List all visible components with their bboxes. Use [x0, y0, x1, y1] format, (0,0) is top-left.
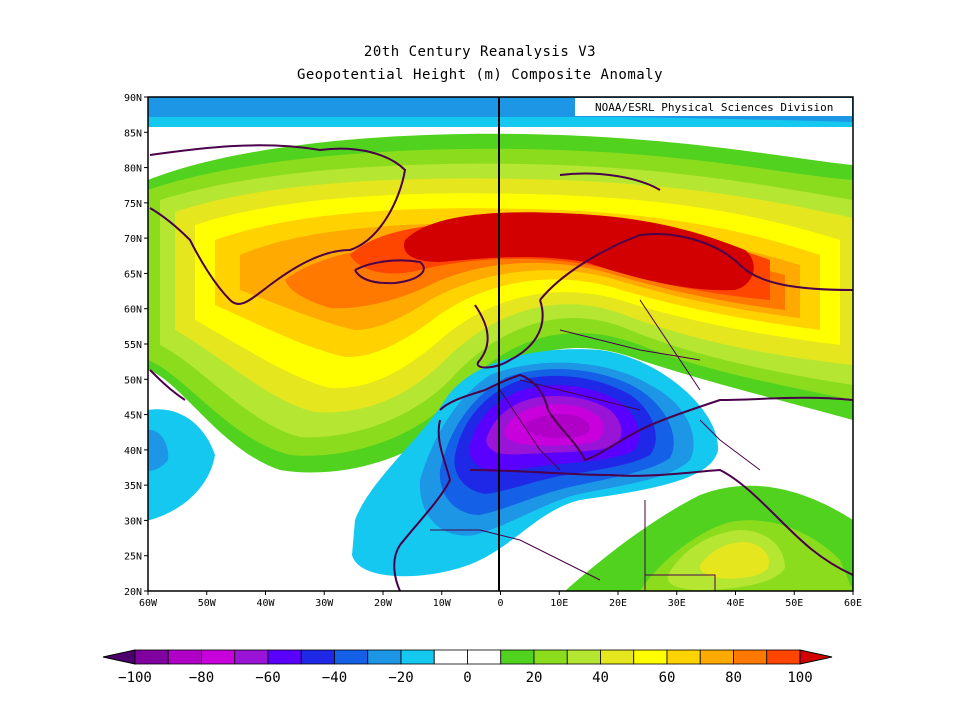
colorbar-tick-label: 100: [787, 670, 812, 686]
colorbar-tick-label: 20: [526, 670, 543, 686]
lon-tick-label: 30W: [315, 598, 334, 609]
lon-tick-label: 20W: [374, 598, 393, 609]
lat-tick-label: 50N: [124, 375, 142, 386]
greenland-coast: [149, 144, 407, 305]
colorbar-tick-label: −80: [189, 670, 214, 686]
colorbar-tick-label: −40: [322, 670, 347, 686]
north-africa-coast: [469, 468, 853, 576]
colorbar-swatch: [633, 649, 668, 665]
lon-tick-label: 10W: [433, 598, 452, 609]
colorbar-swatch: [367, 649, 402, 665]
lon-tick-label: 30E: [668, 598, 686, 609]
colorbar-swatch: [766, 649, 801, 665]
anomaly-fill-layer: [148, 97, 853, 591]
colorbar: [102, 649, 833, 665]
colorbar-swatch: [733, 649, 768, 665]
lon-tick-label: 40W: [256, 598, 275, 609]
chart-subtitle: Geopotential Height (m) Composite Anomal…: [296, 67, 664, 83]
colorbar-swatch: [433, 649, 468, 665]
north-america-coast: [149, 369, 186, 401]
colorbar-tick-label: 0: [463, 670, 471, 686]
colorbar-swatch: [500, 649, 535, 665]
lon-tick-label: 0: [497, 598, 503, 609]
lat-tick-label: 85N: [124, 128, 142, 139]
colorbar-swatch: [134, 649, 169, 665]
colorbar-tick-label: −60: [255, 670, 280, 686]
colorbar-tick-label: 40: [592, 670, 609, 686]
lat-tick-label: 20N: [124, 587, 142, 598]
lat-tick-label: 60N: [124, 305, 142, 316]
colorbar-tick-label: −20: [388, 670, 413, 686]
lat-tick-label: 25N: [124, 552, 142, 563]
lon-tick-label: 50E: [785, 598, 803, 609]
coastlines: [149, 144, 853, 591]
lat-tick-label: 40N: [124, 446, 142, 457]
lon-tick-label: 60W: [139, 598, 158, 609]
iberia-africa-west-coast: [393, 419, 452, 591]
lon-tick-label: 10E: [550, 598, 568, 609]
colorbar-swatch: [300, 649, 335, 665]
svalbard-coast: [559, 172, 661, 191]
europe-coast: [439, 373, 853, 462]
lon-tick-label: 40E: [726, 598, 744, 609]
lat-tick-label: 70N: [124, 234, 142, 245]
iceland-coast: [354, 259, 425, 285]
colorbar-swatch: [699, 649, 734, 665]
colorbar-swatch: [467, 649, 502, 665]
colorbar-swatch: [533, 649, 568, 665]
lon-tick-label: 20E: [609, 598, 627, 609]
colorbar-swatch: [666, 649, 701, 665]
credit-text: NOAA/ESRL Physical Sciences Division: [595, 101, 833, 114]
lon-tick-label: 50W: [198, 598, 217, 609]
lat-tick-label: 30N: [124, 516, 142, 527]
lat-tick-label: 65N: [124, 269, 142, 280]
colorbar-max-arrow: [799, 649, 833, 665]
lat-tick-label: 80N: [124, 164, 142, 175]
colorbar-swatch: [334, 649, 369, 665]
lat-tick-label: 45N: [124, 411, 142, 422]
colorbar-swatch: [400, 649, 435, 665]
colorbar-tick-label: 60: [659, 670, 676, 686]
colorbar-labels: −100 −80 −60 −40 −20 0 20 40 60 80 100: [118, 670, 813, 686]
colorbar-tick-label: 80: [725, 670, 742, 686]
credit-box: NOAA/ESRL Physical Sciences Division: [575, 98, 852, 116]
chart-title: 20th Century Reanalysis V3: [363, 44, 597, 60]
colorbar-tick-label: −100: [118, 670, 152, 686]
colorbar-swatch: [167, 649, 202, 665]
lon-tick-label: 60E: [844, 598, 862, 609]
colorbar-swatch: [234, 649, 269, 665]
colorbar-swatch: [600, 649, 635, 665]
lat-tick-label: 55N: [124, 340, 142, 351]
longitude-axis: 60W 50W 40W 30W 20W 10W 0 10E 20E 30E 40E 50E 60E: [139, 591, 862, 609]
lat-tick-label: 90N: [124, 93, 142, 104]
colorbar-swatch: [201, 649, 236, 665]
lat-tick-label: 75N: [124, 199, 142, 210]
west-atlantic-negative-anomaly: [148, 409, 215, 520]
political-borders: [430, 299, 761, 591]
colorbar-swatch: [566, 649, 601, 665]
ridge-positive-anomaly: [148, 133, 853, 473]
lat-tick-label: 35N: [124, 481, 142, 492]
latitude-axis: 90N 85N 80N 75N 70N 65N 60N 55N 50N 45N 40N 35N 30N 2…: [124, 93, 148, 598]
colorbar-min-arrow: [102, 649, 136, 665]
scandinavia-coast: [539, 233, 853, 301]
colorbar-swatch: [267, 649, 302, 665]
british-isles-coast: [474, 299, 544, 369]
